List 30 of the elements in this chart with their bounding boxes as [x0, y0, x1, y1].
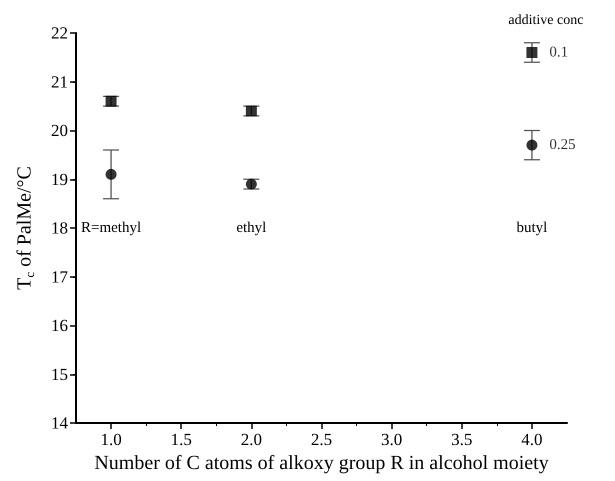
x-tick-label: 2.5 [310, 430, 332, 449]
x-tick-label: 4.0 [521, 430, 543, 449]
point [106, 96, 117, 107]
x-tick-label: 1.0 [100, 430, 122, 449]
y-tick-label: 15 [51, 364, 68, 384]
x-tick-label: 2.0 [240, 430, 262, 449]
y-tick-label: 20 [51, 121, 68, 140]
point [246, 178, 257, 190]
point [106, 168, 117, 180]
y-tick-label: 22 [51, 24, 68, 42]
y-tick-label: 18 [51, 218, 68, 238]
y-axis-title: Tc of PalMe/°C [14, 166, 37, 290]
y-tick-label: 14 [51, 414, 68, 432]
legend-title: additive conc [508, 13, 584, 28]
series-label: 0.1 [549, 44, 568, 60]
x-axis-title: Number of C atoms of alkoxy group R in alcohol moiety [94, 452, 549, 474]
annotation: ethyl [236, 220, 266, 236]
annotation: butyl [516, 220, 548, 236]
x-tick-label: 3.5 [451, 430, 472, 449]
point [526, 47, 538, 58]
annotation: R=methyl [81, 220, 142, 236]
y-tick-label: 16 [51, 316, 68, 335]
series-label: 0.25 [549, 137, 576, 154]
x-tick-label: 1.5 [170, 430, 192, 449]
y-tick-label: 17 [51, 267, 68, 286]
y-tick-label: 21 [51, 72, 68, 92]
point [246, 106, 257, 116]
x-tick-label: 3.0 [381, 430, 402, 449]
point [526, 140, 538, 151]
y-tick-label: 19 [51, 170, 68, 189]
